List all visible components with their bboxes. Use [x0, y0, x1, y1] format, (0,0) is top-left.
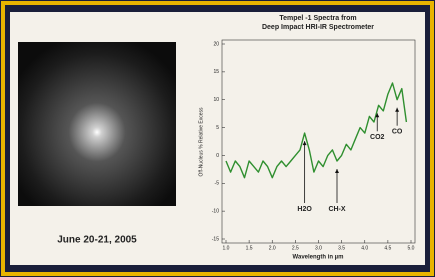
caption: June 20-21, 2005: [57, 235, 137, 246]
y-tick-label: 20: [213, 41, 219, 47]
y-tick-label: -15: [212, 236, 219, 242]
y-axis-label: Off-Nucleus % Relative Excess: [198, 107, 204, 177]
y-tick-label: -10: [212, 208, 219, 214]
page: {"caption": "June 20-21, 2005", "chart_d…: [0, 0, 435, 277]
x-tick-label: 2.0: [269, 245, 276, 251]
figure: June 20-21, 2005 Tempel -1 Spectra from …: [0, 0, 435, 277]
x-tick-label: 4.0: [361, 245, 368, 251]
x-tick-label: 1.0: [223, 245, 230, 251]
y-tick-label: 5: [216, 125, 219, 131]
chart-title: Deep Impact HRI-IR Spectrometer: [262, 24, 374, 31]
y-tick-label: 0: [216, 153, 219, 159]
chart-title: Tempel -1 Spectra from: [279, 15, 356, 22]
annotation-label: CO: [392, 129, 403, 136]
annotation-label: CH-X: [328, 206, 345, 213]
y-tick-label: -5: [215, 181, 220, 187]
annotation-label: CO2: [370, 134, 385, 141]
x-tick-label: 2.5: [292, 245, 299, 251]
comet-image: [18, 42, 176, 206]
x-axis-label: Wavelength in µm: [293, 255, 344, 261]
y-tick-label: 10: [213, 97, 219, 103]
annotation-label: H2O: [297, 206, 312, 213]
x-tick-label: 5.0: [408, 245, 415, 251]
x-tick-label: 4.5: [384, 245, 391, 251]
y-tick-label: 15: [213, 69, 219, 75]
x-tick-label: 1.5: [246, 245, 253, 251]
x-tick-label: 3.5: [338, 245, 345, 251]
x-tick-label: 3.0: [315, 245, 322, 251]
